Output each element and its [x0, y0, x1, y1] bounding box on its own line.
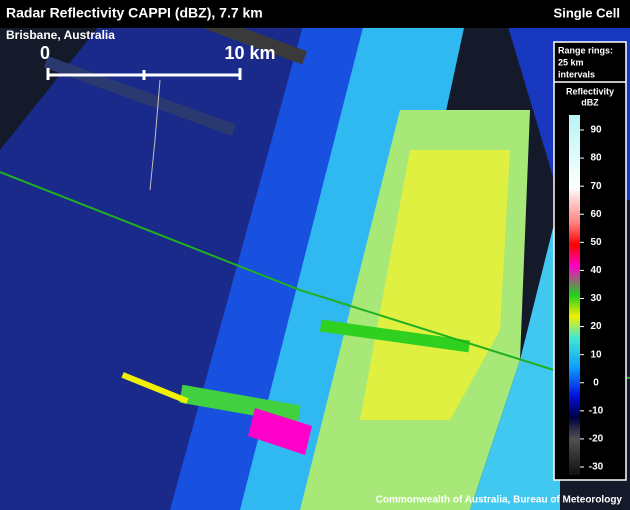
legend-tick-label: -20	[589, 434, 604, 445]
header-bar	[0, 0, 630, 28]
legend-tick-label: 40	[590, 265, 602, 276]
legend-tick-label: 0	[593, 377, 599, 388]
legend-tick-label: -10	[589, 405, 604, 416]
legend-tick-label: 20	[590, 321, 602, 332]
legend-tick-label: 50	[590, 237, 602, 248]
mode: Single Cell	[554, 5, 620, 20]
legend-tick-label: 70	[590, 181, 602, 192]
legend-tick-label: 10	[590, 349, 602, 360]
legend-tick-label: 60	[590, 209, 602, 220]
location: Brisbane, Australia	[6, 28, 115, 42]
scale-end: 10 km	[224, 43, 275, 63]
legend-rings: intervals	[558, 69, 595, 79]
legend: Range rings: 25 km intervals Reflectivit…	[553, 41, 627, 481]
legend-rings: Range rings:	[558, 45, 613, 55]
color-bar	[569, 115, 580, 475]
legend-unit: dBZ	[581, 97, 599, 107]
legend-tick-label: -30	[589, 462, 604, 473]
legend-tick-label: 30	[590, 293, 602, 304]
scale-bar: 0 10 km	[40, 43, 276, 80]
title: Radar Reflectivity CAPPI (dBZ), 7.7 km	[6, 5, 263, 21]
legend-title: Reflectivity	[566, 86, 614, 96]
legend-tick-label: 90	[590, 125, 602, 136]
footer: Commonwealth of Australia, Bureau of Met…	[376, 495, 623, 506]
legend-rings: 25 km	[558, 57, 584, 67]
scale-start: 0	[40, 43, 50, 63]
legend-tick-label: 80	[590, 153, 602, 164]
